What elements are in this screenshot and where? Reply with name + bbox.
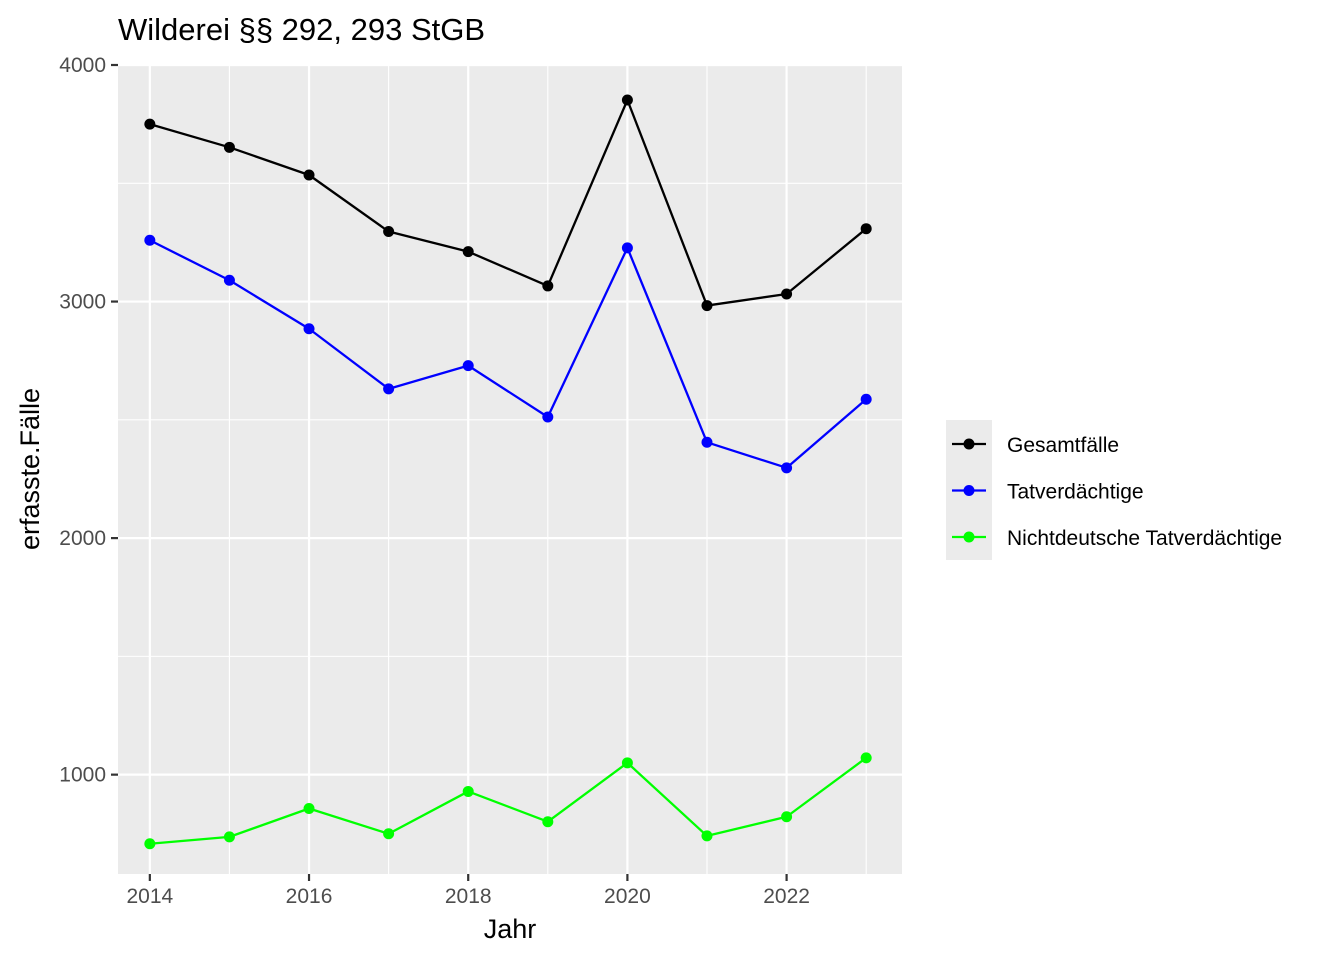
- data-point-1-6: [542, 280, 554, 292]
- data-point-1-9: [781, 288, 793, 300]
- data-point-1-1: [144, 118, 156, 130]
- x-tick-label: 2022: [763, 885, 810, 908]
- data-point-3-8: [701, 830, 713, 842]
- chart-title: Wilderei §§ 292, 293 StGB: [118, 12, 485, 47]
- y-axis: 1000 2000 3000 4000: [59, 54, 118, 787]
- data-point-2-1: [144, 234, 156, 246]
- legend-key-point-2: [963, 485, 975, 496]
- data-point-2-8: [701, 436, 713, 448]
- data-point-3-5: [462, 785, 474, 797]
- y-tick-label: 3000: [59, 291, 106, 314]
- data-point-3-6: [542, 816, 554, 828]
- data-point-2-2: [223, 274, 235, 286]
- data-point-2-9: [781, 462, 793, 474]
- data-point-3-10: [860, 752, 872, 764]
- data-point-2-3: [303, 323, 315, 335]
- data-point-3-3: [303, 802, 315, 814]
- data-point-1-2: [223, 141, 235, 153]
- data-point-3-2: [223, 831, 235, 843]
- legend-label-3: Nichtdeutsche Tatverdächtige: [1007, 527, 1282, 550]
- x-tick-label: 2020: [604, 885, 651, 908]
- data-point-1-7: [621, 94, 633, 106]
- data-point-3-1: [144, 838, 156, 850]
- data-point-3-4: [383, 828, 395, 840]
- y-tick-label: 2000: [59, 527, 106, 550]
- data-point-2-7: [621, 242, 633, 254]
- x-axis-title: Jahr: [484, 914, 537, 944]
- data-point-3-7: [621, 757, 633, 769]
- data-point-2-4: [383, 383, 395, 395]
- plot-panel: [118, 65, 902, 874]
- minor-gridlines: [118, 65, 902, 874]
- data-point-3-9: [781, 811, 793, 823]
- x-tick-label: 2016: [286, 885, 333, 908]
- major-gridlines: [118, 63, 902, 874]
- data-point-1-4: [383, 226, 395, 238]
- legend-label-1: Gesamtfälle: [1007, 434, 1119, 457]
- x-tick-label: 2014: [126, 885, 173, 908]
- series-line-3: [149, 756, 867, 845]
- series-line-2: [149, 239, 867, 469]
- data-point-1-8: [701, 300, 713, 312]
- x-tick-label: 2018: [445, 885, 492, 908]
- series-line-1: [149, 98, 867, 307]
- legend-key-point-3: [963, 531, 975, 543]
- y-tick-label: 1000: [59, 764, 106, 787]
- legend-key-point-1: [963, 438, 975, 450]
- data-point-2-5: [462, 360, 474, 372]
- data-point-1-5: [462, 246, 474, 258]
- data-point-2-10: [860, 393, 872, 405]
- legend-label-2: Tatverdächtige: [1007, 481, 1144, 504]
- data-point-2-6: [542, 411, 554, 423]
- x-axis: 2014 2016 2018 2020 2022: [126, 874, 810, 908]
- series-layer: [144, 94, 872, 850]
- y-tick-label: 4000: [59, 54, 106, 77]
- data-point-1-10: [860, 223, 872, 235]
- legend: Gesamtfälle Tatverdächtige Nichtdeutsche T…: [946, 420, 1282, 560]
- data-point-1-3: [303, 169, 315, 181]
- y-axis-title: erfasste.Fälle: [15, 388, 45, 550]
